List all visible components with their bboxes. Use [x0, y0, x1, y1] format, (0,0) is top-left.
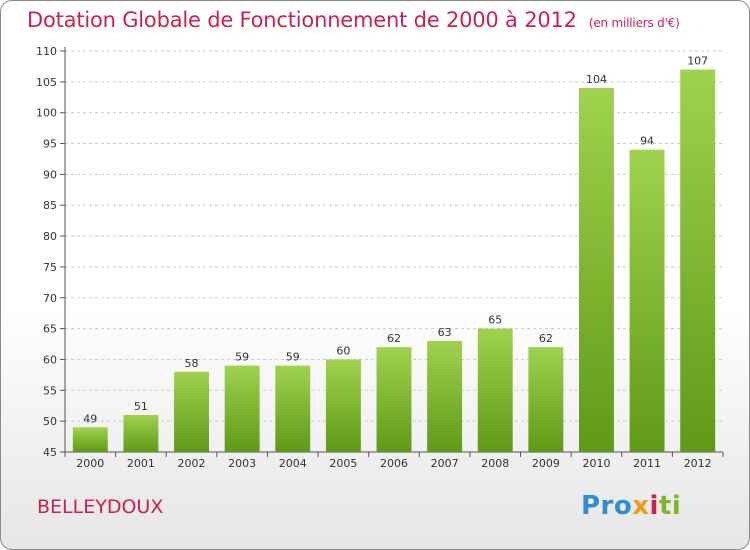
y-tick-label: 110: [36, 45, 57, 58]
y-tick-label: 75: [43, 261, 57, 274]
data-label-2007: 63: [438, 326, 452, 339]
x-tick-label-2002: 2002: [178, 457, 206, 470]
y-tick-label: 60: [43, 353, 57, 366]
bars: [72, 69, 716, 452]
chart-title: Dotation Globale de Fonctionnement de 20…: [27, 8, 680, 32]
y-tick-label: 85: [43, 199, 57, 212]
data-label-2004: 59: [286, 351, 300, 364]
bar-2010: [578, 88, 614, 452]
x-tick-label-2008: 2008: [481, 457, 509, 470]
y-tick-label: 70: [43, 292, 57, 305]
data-label-2011: 94: [640, 135, 654, 148]
bar-2007: [427, 340, 463, 452]
data-label-2001: 51: [134, 400, 148, 413]
x-tick-label-2012: 2012: [684, 457, 712, 470]
y-tick-label: 80: [43, 230, 57, 243]
data-label-2010: 104: [586, 73, 607, 86]
data-label-2006: 62: [387, 332, 401, 345]
x-tick-label-2006: 2006: [380, 457, 408, 470]
data-label-2008: 65: [488, 314, 502, 327]
bar-2002: [174, 371, 210, 452]
chart-title-text: Dotation Globale de Fonctionnement de 20…: [27, 8, 577, 32]
logo-part-2: x: [632, 491, 650, 521]
data-label-2000: 49: [83, 412, 97, 425]
bar-2009: [528, 347, 564, 452]
x-tick-label-2007: 2007: [431, 457, 459, 470]
bar-2005: [325, 359, 361, 452]
y-tick-label: 50: [43, 415, 57, 428]
data-label-2012: 107: [687, 55, 708, 68]
x-tick-label-2009: 2009: [532, 457, 560, 470]
y-tick-label: 100: [36, 107, 57, 120]
logo-part-4: ti: [658, 491, 682, 521]
bar-2000: [72, 427, 108, 452]
y-tick-labels: 45 50 55 60 65 70 75 80 85 90 95 100 105 110: [36, 45, 57, 459]
x-tick-label-2004: 2004: [279, 457, 307, 470]
x-tick-label-2001: 2001: [127, 457, 155, 470]
data-label-2005: 60: [336, 344, 350, 357]
data-labels: 49 51 58 59 59 60 62 63 65 62 104 94 107: [83, 55, 708, 426]
y-tick-label: 65: [43, 323, 57, 336]
bar-2006: [376, 347, 412, 452]
bar-2004: [275, 365, 311, 452]
bar-2011: [629, 149, 665, 452]
data-label-2009: 62: [539, 332, 553, 345]
commune-name: BELLEYDOUX: [37, 496, 164, 518]
x-tick-label-2005: 2005: [329, 457, 357, 470]
y-tick-label: 55: [43, 384, 57, 397]
x-tick-labels: 2000 2001 2002 2003 2004 2005 2006 2007 2008 2009…: [76, 457, 711, 470]
y-tick-label: 95: [43, 138, 57, 151]
bar-2001: [123, 414, 159, 452]
proxiti-logo[interactable]: Proxiti: [581, 491, 681, 521]
data-label-2003: 59: [235, 351, 249, 364]
logo-part-1: Pro: [581, 491, 633, 521]
bar-2003: [224, 365, 260, 452]
logo-part-3: i: [649, 491, 659, 521]
bar-2012: [680, 69, 716, 452]
bar-2008: [477, 328, 513, 452]
y-tick-label: 105: [36, 76, 57, 89]
x-tick-label-2000: 2000: [76, 457, 104, 470]
y-tick-label: 45: [43, 446, 57, 459]
y-tick-label: 90: [43, 168, 57, 181]
chart-unit: (en milliers d'€): [588, 16, 680, 30]
x-tick-label-2003: 2003: [228, 457, 256, 470]
data-label-2002: 58: [185, 357, 199, 370]
x-tick-label-2011: 2011: [633, 457, 661, 470]
x-tick-label-2010: 2010: [582, 457, 610, 470]
